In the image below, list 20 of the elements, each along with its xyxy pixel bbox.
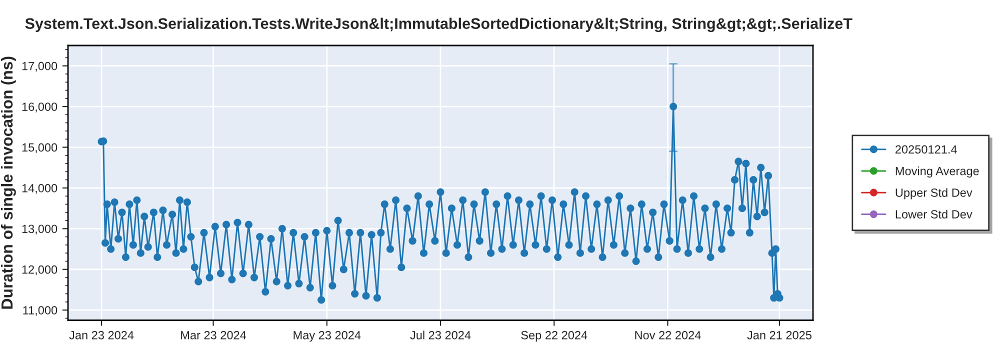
y-tick-label: 17,000 [22,62,58,72]
x-tick-label: Jan 21 2025 [747,330,812,340]
x-tick-label: Mar 23 2024 [181,330,246,340]
legend-label: Moving Average [896,166,979,178]
x-tick-label: Sep 22 2024 [521,330,588,342]
x-tick-label: Jan 23 2024 [69,330,134,340]
legend-label: Lower Std Dev [896,210,972,218]
x-tick-label: Nov 22 2024 [635,330,701,340]
y-tick-label: 13,000 [22,224,58,234]
y-tick-label: 11,000 [23,306,58,316]
x-tick-label: Jul 23 2024 [410,330,471,340]
legend-label: Upper Std Dev [896,188,972,200]
chart-title: System.Text.Json.Serialization.Tests.WriteJson&lt;ImmutableSortedDictionary&lt;String, String&gt;&gt;.SerializeT [25,18,852,32]
legend-label: 20250121.4 [896,145,957,154]
y-tick-label: 12,000 [22,265,58,276]
y-tick-label: 15,000 [22,143,58,154]
y-tick-label: 14,000 [22,184,58,194]
x-tick-label: May 23 2024 [294,330,361,342]
y-tick-label: 16,000 [22,102,58,112]
y-axis-title: Duration of single invocation (ns) [0,56,16,309]
